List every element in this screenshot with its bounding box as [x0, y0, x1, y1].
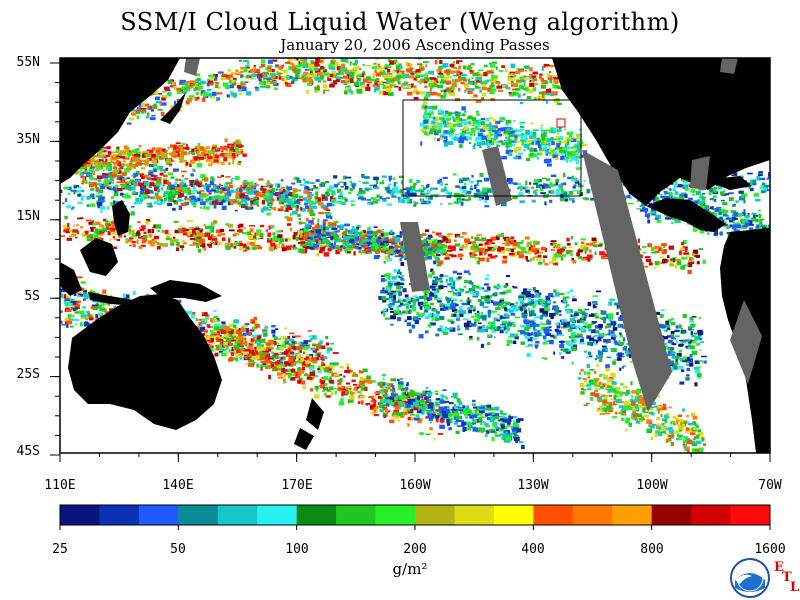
landmass	[306, 398, 324, 430]
colorbar-swatch	[572, 505, 613, 525]
colorbar-label: 25	[52, 542, 68, 557]
colorbar-swatch	[415, 505, 455, 525]
colorbar-swatch	[138, 505, 179, 525]
noaa-logo-icon	[730, 558, 770, 598]
colorbar-swatch	[493, 505, 534, 525]
landmass	[646, 198, 726, 232]
landmass	[60, 262, 82, 296]
colorbar-swatch	[730, 505, 771, 525]
colorbar-label: 100	[285, 542, 309, 557]
lat-label: 15N	[16, 209, 40, 224]
region-box	[402, 99, 582, 197]
lon-label: 110E	[44, 478, 76, 493]
landmass	[552, 58, 770, 206]
landmass	[80, 238, 118, 276]
lat-label: 25S	[16, 367, 40, 382]
no-data-gap	[720, 58, 738, 74]
colorbar-swatch	[217, 505, 258, 525]
no-data-gap	[400, 222, 430, 292]
lon-label: 100W	[636, 478, 668, 493]
no-data-gap	[730, 300, 762, 384]
colorbar-swatch	[336, 505, 376, 525]
no-data-gap	[482, 146, 512, 206]
lon-label: 70W	[758, 478, 782, 493]
landmass	[160, 92, 186, 124]
lon-label: 140E	[162, 478, 194, 493]
colorbar-swatch	[691, 505, 731, 525]
colorbar-swatch	[454, 505, 495, 525]
landmass	[294, 428, 314, 450]
landmass	[60, 58, 180, 184]
small-red-marker	[556, 118, 566, 128]
lat-label: 45S	[16, 444, 40, 459]
colorbar-swatch	[296, 505, 337, 525]
lat-label: 5S	[24, 289, 40, 304]
landmass	[704, 176, 752, 190]
landmass	[88, 292, 140, 306]
colorbar-label: 200	[403, 542, 427, 557]
colorbar-label: 800	[640, 542, 664, 557]
colorbar-swatch	[375, 505, 416, 525]
colorbar-swatch	[651, 505, 692, 525]
colorbar-units: g/m²	[392, 560, 428, 578]
colorbar-label: 50	[170, 542, 186, 557]
lat-label: 35N	[16, 132, 40, 147]
lon-label: 170E	[281, 478, 313, 493]
lon-label: 130W	[517, 478, 549, 493]
colorbar-label: 400	[521, 542, 545, 557]
map-title: SSM/I Cloud Liquid Water (Weng algorithm…	[120, 8, 680, 36]
axis-ticks	[50, 62, 771, 462]
etl-letter: E	[774, 560, 784, 575]
colorbar-swatch	[257, 505, 297, 525]
lon-label: 160W	[399, 478, 431, 493]
no-data-gap	[184, 58, 200, 76]
lat-label: 55N	[16, 55, 40, 70]
etl-letter: L	[790, 580, 800, 595]
landmass	[112, 200, 130, 236]
colorbar-swatch	[60, 505, 100, 525]
landmass	[150, 280, 222, 302]
colorbar-swatch	[178, 505, 219, 525]
landmass	[68, 294, 222, 430]
no-data-swath-gaps	[184, 58, 762, 412]
etl-letter: T	[782, 570, 792, 585]
no-data-gap	[582, 150, 672, 412]
colorbar-swatch	[533, 505, 574, 525]
colorbar-swatch	[99, 505, 140, 525]
map-subtitle: January 20, 2006 Ascending Passes	[280, 36, 550, 54]
colorbar-swatch	[612, 505, 652, 525]
colorbar	[59, 504, 771, 530]
colorbar-label: 1600	[754, 542, 786, 557]
no-data-gap	[690, 156, 710, 190]
